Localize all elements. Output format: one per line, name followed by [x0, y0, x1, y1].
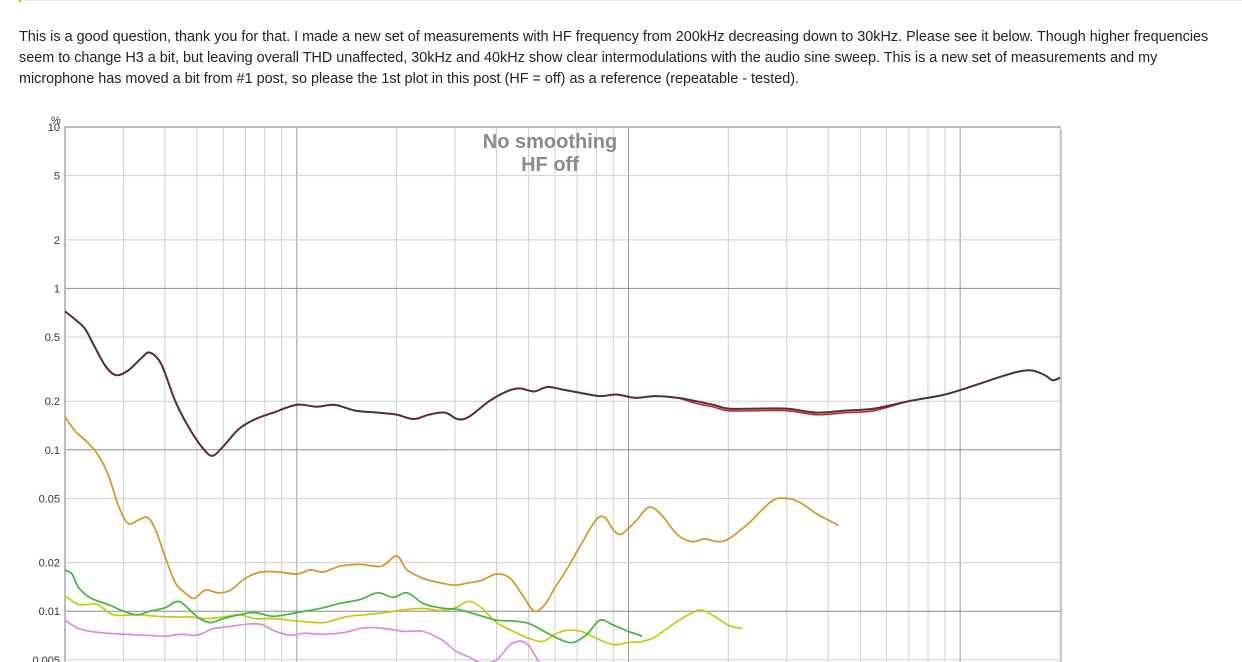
plot-frame-group: [64, 126, 1062, 662]
grid-lines: [66, 128, 1061, 662]
series-line-h3: [64, 569, 643, 644]
y-axis-unit-label: %: [51, 115, 61, 127]
y-axis-ticks: 10 5 2 1 0.5 0.2 0.1 0.05 0.02 0.01 0.005: [32, 122, 60, 662]
series-line-h4: [64, 594, 743, 646]
y-tick-label: 0.2: [45, 396, 60, 408]
post-body-text: This is a good question, thank you for t…: [19, 29, 1209, 87]
y-tick-label: 0.1: [45, 445, 60, 457]
y-tick-label: 2: [54, 235, 60, 247]
chart-subtitle: HF off: [521, 154, 579, 176]
series-line-h2: [64, 416, 839, 613]
series-lines: [64, 310, 1061, 662]
plot-area: [64, 126, 1061, 662]
y-tick-label: 5: [54, 171, 60, 183]
y-tick-label: 0.01: [39, 606, 60, 618]
series-line-thd: [64, 310, 1061, 457]
y-tick-label: 1: [54, 283, 60, 295]
series-line-h5: [64, 619, 540, 662]
chart-title: No smoothing: [483, 131, 617, 153]
y-tick-label: 0.005: [32, 655, 60, 662]
y-tick-label: 0.05: [39, 493, 60, 505]
y-tick-label: 10: [48, 122, 60, 134]
y-tick-label: 0.5: [45, 332, 60, 344]
post-divider: [20, 0, 1242, 1]
post-accent-mark: [19, 0, 21, 2]
y-tick-label: 0.02: [39, 558, 60, 570]
